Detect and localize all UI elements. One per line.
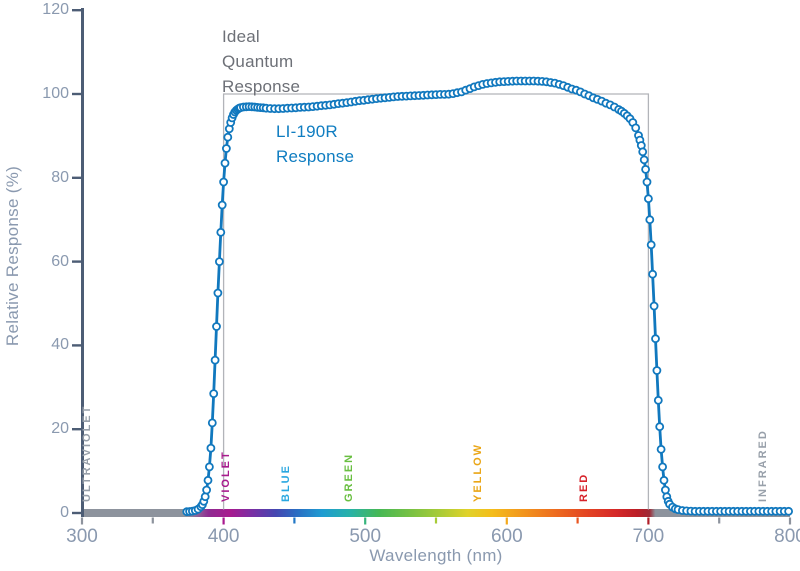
spectrum-label-blue: BLUE [279, 464, 292, 502]
y-tick-label: 40 [51, 336, 69, 354]
y-tick-label: 80 [51, 168, 69, 186]
y-tick-label: 120 [42, 1, 69, 19]
y-tick-label: 60 [51, 252, 69, 270]
x-tick-label: 800 [774, 526, 800, 547]
li-190r-data-markers [182, 76, 793, 517]
spectrum-label-violet: VIOLET [220, 450, 233, 502]
y-tick-label: 0 [60, 504, 69, 521]
y-axis-title: Relative Response (%) [3, 165, 22, 347]
x-tick-label: 600 [490, 526, 523, 547]
spectrum-label-infrared: INFRARED [756, 429, 769, 502]
spectrum-label-yellow: YELLOW [472, 442, 485, 502]
y-tick-label: 20 [51, 420, 69, 438]
x-axis-title: Wavelength (nm) [369, 546, 503, 565]
ideal-annotation-line-1: Ideal [222, 27, 260, 46]
spectrum-label-green: GREEN [343, 452, 356, 502]
x-tick-label: 400 [207, 526, 240, 547]
ideal-annotation-line-2: Quantum [222, 52, 294, 71]
x-tick-label: 700 [632, 526, 665, 547]
li-190r-response-annotation: LI-190R Response [276, 119, 354, 169]
x-tick-label: 500 [349, 526, 382, 547]
y-tick-label: 100 [42, 85, 69, 102]
li-annotation-line-1: LI-190R [276, 122, 338, 141]
spectrum-label-red: RED [578, 472, 591, 502]
spectrum-label-ultraviolet: ULTRAVIOLET [81, 404, 94, 502]
x-tick-label: 300 [66, 526, 98, 547]
spectrum-band [81, 509, 790, 517]
ideal-quantum-response-annotation: Ideal Quantum Response [222, 24, 300, 99]
li-annotation-line-2: Response [276, 147, 355, 166]
ideal-annotation-line-3: Response [222, 77, 301, 96]
